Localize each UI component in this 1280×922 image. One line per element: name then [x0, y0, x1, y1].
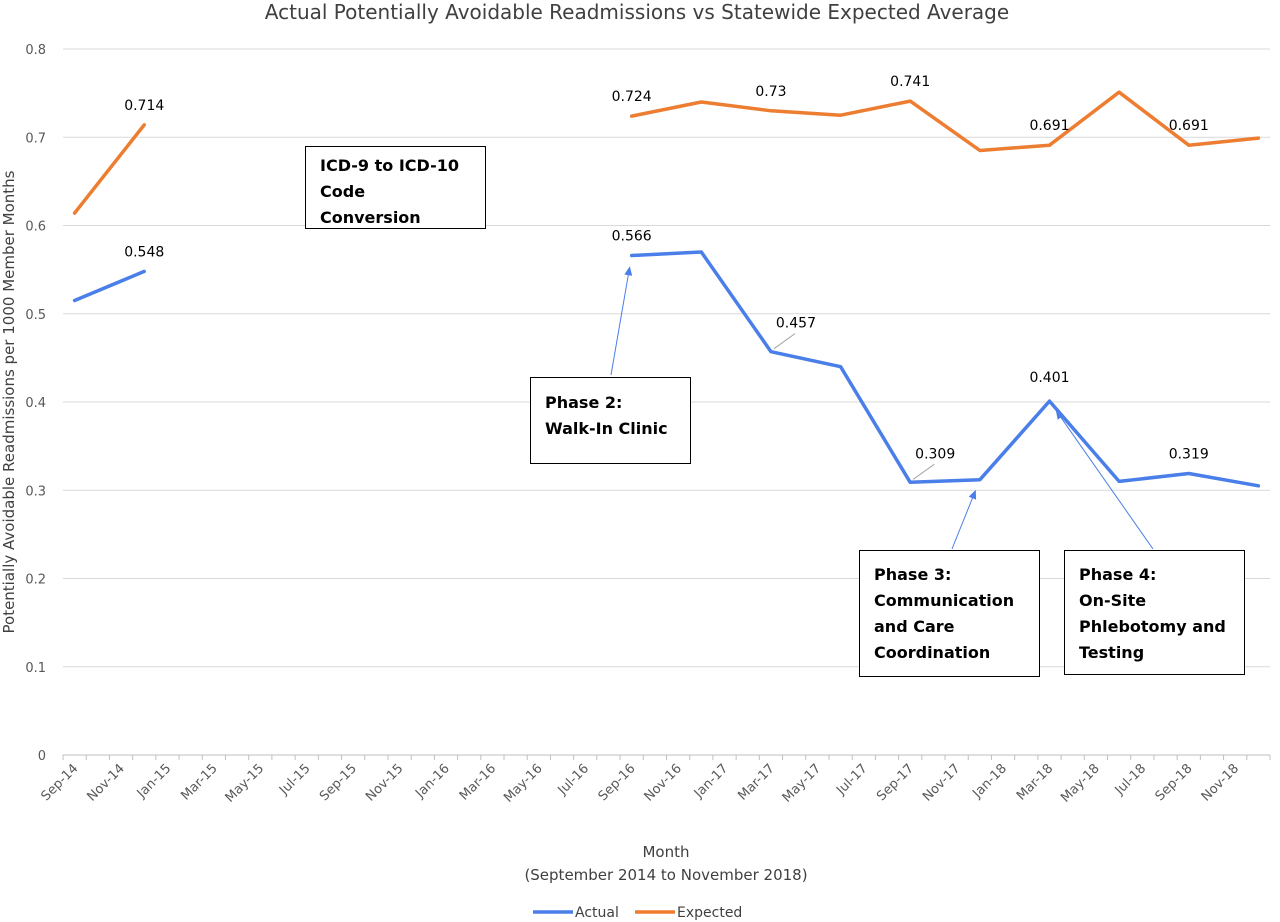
x-tick-label: Sep-18 [1153, 761, 1196, 804]
x-tick-label: Nov-17 [920, 761, 963, 804]
data-label-actual: 0.457 [776, 316, 816, 332]
legend-label-expected: Expected [677, 905, 742, 921]
x-tick-label: May-18 [1058, 761, 1102, 805]
series-line-actual [72, 269, 146, 303]
y-tick-label: 0.7 [25, 131, 46, 146]
x-tick-label: Jan-17 [691, 761, 732, 802]
y-tick-label: 0.5 [25, 308, 46, 323]
annotation-arrows [610, 266, 1154, 550]
data-label-leader [773, 333, 796, 350]
x-tick-label: Jan-15 [134, 761, 175, 802]
annotation-phase-2-text: Phase 2: Walk-In Clinic [545, 393, 668, 438]
annotation-icd-text: ICD-9 to ICD-10 Code Conversion [320, 156, 460, 227]
y-tick-label: 0.6 [25, 220, 46, 235]
y-tick-label: 0.2 [25, 573, 46, 588]
x-axis-ticks: Sep-14 Nov-14 Jan-15 Mar-15 May-15 Jul-15 Sep-… [38, 761, 1242, 805]
y-tick-label: 0.3 [25, 484, 46, 499]
x-tick-label: Sep-16 [596, 761, 639, 804]
data-label-actual: 0.309 [915, 446, 955, 462]
x-tick-label: Jan-18 [969, 761, 1010, 802]
data-label-expected: 0.714 [124, 98, 164, 114]
annotation-phase-3-text: Phase 3: Communication and Care Coordina… [874, 565, 1015, 662]
data-label-expected: 0.73 [755, 84, 786, 100]
x-tick-label: Nov-16 [642, 761, 685, 804]
x-tick-label: Mar-16 [457, 761, 499, 803]
annotation-icd-conversion: ICD-9 to ICD-10 Code Conversion [305, 146, 486, 229]
y-axis-ticks: 0 0.1 0.2 0.3 0.4 0.5 0.6 0.7 0.8 [25, 43, 46, 764]
data-label-expected: 0.741 [890, 74, 930, 90]
data-label-actual: 0.548 [124, 244, 164, 260]
x-tick-label: Sep-14 [38, 761, 81, 804]
leader-lines [773, 333, 935, 480]
annotation-phase-4-text: Phase 4: On-Site Phlebotomy and Testing [1079, 565, 1226, 662]
x-tick-label: Nov-18 [1199, 761, 1242, 804]
y-tick-label: 0.4 [25, 396, 46, 411]
data-label-expected: 0.724 [612, 89, 652, 105]
x-tick-label: Nov-14 [85, 761, 128, 804]
series-line-expected [629, 90, 1261, 153]
data-label-expected: 0.691 [1029, 118, 1069, 134]
x-tick-label: Mar-15 [178, 761, 220, 803]
data-labels: 0.548 0.566 0.457 0.309 0.401 0.319 0.714 0.724… [124, 74, 1209, 462]
gridlines [62, 48, 1271, 760]
x-tick-label: Mar-17 [735, 761, 777, 803]
annotation-arrow [610, 266, 633, 376]
x-tick-label: May-16 [501, 761, 545, 805]
series-lines [72, 90, 1261, 488]
data-label-expected: 0.691 [1169, 118, 1209, 134]
data-label-actual: 0.401 [1029, 370, 1069, 386]
data-label-actual: 0.319 [1169, 446, 1209, 462]
legend: Actual Expected [533, 905, 742, 921]
chart-title: Actual Potentially Avoidable Readmission… [265, 0, 1009, 24]
data-label-leader [912, 463, 935, 480]
x-tick-label: Jul-18 [1112, 761, 1149, 798]
x-tick-label: May-15 [223, 761, 267, 805]
x-tick-label: Jan-16 [412, 761, 453, 802]
annotation-phase-2: Phase 2: Walk-In Clinic [530, 377, 691, 464]
x-tick-label: Sep-17 [874, 761, 917, 804]
x-axis-subtitle: (September 2014 to November 2018) [524, 866, 807, 884]
annotation-arrow [1055, 410, 1154, 550]
legend-label-actual: Actual [575, 905, 619, 921]
x-tick-label: Mar-18 [1014, 761, 1056, 803]
series-line-expected [72, 123, 146, 215]
x-tick-label: Sep-15 [317, 761, 360, 804]
x-tick-label: May-17 [780, 761, 824, 805]
x-tick-label: Jul-17 [833, 761, 870, 798]
y-tick-label: 0.8 [25, 43, 46, 58]
y-tick-label: 0 [38, 749, 46, 764]
x-tick-label: Jul-15 [276, 761, 313, 798]
annotation-phase-3: Phase 3: Communication and Care Coordina… [859, 550, 1040, 677]
annotation-phase-4: Phase 4: On-Site Phlebotomy and Testing [1064, 550, 1245, 675]
x-tick-label: Jul-16 [555, 761, 592, 798]
data-label-actual: 0.566 [612, 229, 652, 245]
series-line-actual [629, 250, 1261, 488]
y-axis-title: Potentially Avoidable Readmissions per 1… [0, 170, 18, 633]
y-tick-label: 0.1 [25, 661, 46, 676]
x-tick-label: Nov-15 [363, 761, 406, 804]
annotation-arrow [951, 489, 977, 550]
x-axis-title: Month [642, 843, 689, 861]
